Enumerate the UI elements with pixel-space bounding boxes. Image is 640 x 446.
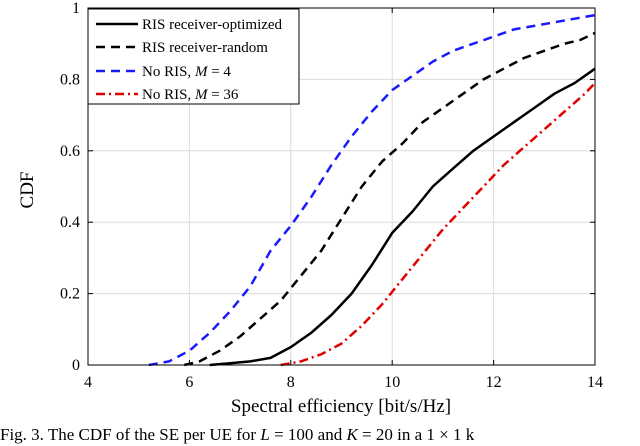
y-tick-label: 0.4 xyxy=(60,214,80,231)
x-tick-label: 12 xyxy=(486,374,502,391)
legend-entry-2: RIS receiver-random xyxy=(96,40,268,56)
legend-entry-4: No RIS, M = 36 xyxy=(96,87,239,103)
x-tick-label: 4 xyxy=(84,374,92,391)
y-axis-label: CDF xyxy=(17,172,38,209)
x-tick-label: 10 xyxy=(384,374,400,391)
y-tick-label: 0.2 xyxy=(60,286,80,303)
series-line-2 xyxy=(184,31,596,367)
legend-entry-3: No RIS, M = 4 xyxy=(96,64,231,80)
x-tick-label: 8 xyxy=(287,374,295,391)
plot-series xyxy=(148,13,596,367)
legend-entry-1: RIS receiver-optimized xyxy=(96,17,283,33)
legend-label-3: No RIS, M = 4 xyxy=(142,64,231,80)
series-line-1 xyxy=(209,67,596,367)
legend-label-4: No RIS, M = 36 xyxy=(142,87,239,103)
series-line-4 xyxy=(280,82,596,367)
x-tick-label: 6 xyxy=(185,374,193,391)
legend-label-2: RIS receiver-random xyxy=(142,40,268,56)
x-tick-label: 14 xyxy=(587,374,603,391)
y-tick-label: 0.8 xyxy=(60,71,80,88)
legend-label-1: RIS receiver-optimized xyxy=(142,17,283,33)
x-axis-label: Spectral efficiency [bit/s/Hz] xyxy=(231,396,451,417)
y-tick-label: 0.6 xyxy=(60,143,80,160)
plot-frame xyxy=(87,7,596,366)
series-line-3 xyxy=(148,13,596,367)
y-tick-label: 1 xyxy=(72,0,80,17)
legend: RIS receiver-optimized RIS receiver-rand… xyxy=(87,8,300,105)
y-tick-label: 0 xyxy=(72,357,80,374)
figure-caption: Fig. 3. The CDF of the SE per UE for L =… xyxy=(0,425,475,444)
